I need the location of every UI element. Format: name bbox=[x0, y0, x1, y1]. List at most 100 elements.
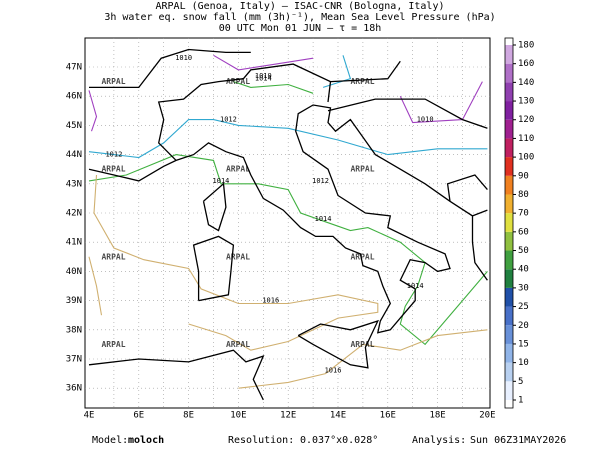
colorbar: 1510152025304050607080901001101201301401… bbox=[504, 37, 534, 409]
y-tick-label: 39N bbox=[66, 296, 82, 306]
coastline bbox=[192, 235, 235, 302]
footer-label: Model: bbox=[92, 435, 128, 446]
y-tick-label: 36N bbox=[66, 384, 82, 394]
coastline bbox=[297, 319, 380, 369]
x-tick-label: 16E bbox=[380, 411, 396, 421]
colorbar-swatch bbox=[505, 269, 513, 288]
colorbar-label: 70 bbox=[518, 209, 529, 219]
y-tick-label: 43N bbox=[66, 179, 82, 189]
watermark: ARPAL bbox=[350, 165, 374, 174]
colorbar-label: 120 bbox=[518, 115, 534, 125]
colorbar-swatch bbox=[505, 63, 513, 83]
colorbar-swatch bbox=[505, 325, 513, 344]
coastline bbox=[202, 182, 227, 232]
isobar-label: 1010 bbox=[175, 54, 192, 62]
colorbar-label: 40 bbox=[518, 265, 529, 275]
coastline bbox=[472, 209, 488, 217]
colorbar-swatch bbox=[505, 213, 513, 232]
isobar bbox=[238, 329, 488, 389]
isobar bbox=[88, 90, 98, 132]
isobar-label: 1012 bbox=[312, 177, 329, 185]
colorbar-swatch bbox=[505, 306, 513, 326]
colorbar-swatch bbox=[505, 287, 513, 307]
colorbar-swatch bbox=[505, 101, 513, 120]
y-tick-label: 37N bbox=[66, 355, 82, 365]
colorbar-swatch bbox=[505, 157, 513, 176]
colorbar-label: 140 bbox=[518, 78, 534, 88]
watermark: ARPAL bbox=[226, 165, 250, 174]
x-tick-label: 18E bbox=[429, 411, 445, 421]
coastline bbox=[446, 174, 488, 202]
colorbar-label: 25 bbox=[518, 302, 529, 312]
isobar-label: 1016 bbox=[325, 367, 342, 375]
isobar-label: 1012 bbox=[105, 151, 122, 159]
coastline bbox=[88, 104, 488, 334]
colorbar-label: 100 bbox=[518, 153, 534, 163]
colorbar-swatch bbox=[505, 138, 513, 158]
coastline bbox=[157, 63, 332, 161]
x-tick-label: 12E bbox=[280, 411, 296, 421]
isobar bbox=[88, 154, 488, 346]
colorbar-label: 90 bbox=[518, 171, 529, 181]
x-tick-label: 10E bbox=[230, 411, 246, 421]
x-tick-label: 8E bbox=[183, 411, 194, 421]
colorbar-label: 20 bbox=[518, 321, 529, 331]
isobar bbox=[213, 54, 314, 71]
isobar-label: 1014 bbox=[315, 215, 332, 223]
colorbar-frame bbox=[504, 37, 514, 409]
coastline bbox=[327, 98, 488, 129]
coastline bbox=[89, 48, 251, 89]
colorbar-swatch bbox=[505, 362, 513, 382]
footer-value: Sun 06Z31MAY2026 bbox=[470, 435, 566, 446]
footer-value: 0.037°x0.028° bbox=[300, 435, 378, 446]
isobar bbox=[233, 81, 314, 94]
y-tick-label: 45N bbox=[66, 121, 82, 131]
isobar-label: 1014 bbox=[407, 282, 424, 290]
colorbar-swatch bbox=[505, 381, 513, 400]
isobar bbox=[93, 174, 379, 351]
footer-label: Analysis: bbox=[412, 435, 466, 446]
isobar-label: 1012 bbox=[220, 116, 237, 124]
colorbar-swatch bbox=[505, 343, 513, 363]
isobar-label: 1010 bbox=[417, 116, 434, 124]
y-tick-label: 46N bbox=[66, 92, 82, 102]
footer-label: Resolution: bbox=[228, 435, 294, 446]
colorbar-label: 15 bbox=[518, 339, 529, 349]
y-tick-label: 42N bbox=[66, 209, 82, 219]
colorbar-swatch bbox=[505, 250, 513, 270]
isobar bbox=[322, 55, 352, 88]
colorbar-label: 30 bbox=[518, 283, 529, 293]
isobar-label: 1016 bbox=[262, 297, 279, 305]
watermark: ARPAL bbox=[350, 340, 374, 349]
colorbar-label: 130 bbox=[518, 97, 534, 107]
isobar bbox=[399, 81, 483, 124]
x-tick-label: 6E bbox=[133, 411, 144, 421]
colorbar-label: 160 bbox=[518, 59, 534, 69]
watermark: ARPAL bbox=[101, 77, 125, 86]
colorbar-label: 10 bbox=[518, 358, 529, 368]
colorbar-swatch bbox=[505, 45, 513, 64]
coastline bbox=[330, 60, 401, 83]
isobar bbox=[88, 119, 488, 159]
isobar-label: 1014 bbox=[213, 177, 230, 185]
footer-value: moloch bbox=[128, 435, 164, 446]
colorbar-label: 1 bbox=[518, 396, 523, 406]
isobar-label: 1010 bbox=[255, 72, 272, 80]
colorbar-swatch bbox=[505, 231, 513, 251]
y-tick-label: 44N bbox=[66, 150, 82, 160]
colorbar-swatch bbox=[505, 194, 513, 214]
y-tick-label: 41N bbox=[66, 238, 82, 248]
watermark: ARPAL bbox=[226, 77, 250, 86]
y-tick-label: 47N bbox=[66, 63, 82, 73]
watermark: ARPAL bbox=[226, 252, 250, 261]
colorbar-label: 5 bbox=[518, 377, 523, 387]
colorbar-label: 60 bbox=[518, 227, 529, 237]
header-line: ARPAL (Genoa, Italy) — ISAC-CNR (Bologna… bbox=[156, 1, 445, 12]
map: 1010 1010 1010 1012 1012 1012 1014 1014 1014 1014… bbox=[85, 38, 490, 408]
watermark: ARPAL bbox=[101, 340, 125, 349]
watermark: ARPAL bbox=[101, 252, 125, 261]
coastline bbox=[88, 349, 265, 401]
y-tick-label: 40N bbox=[66, 267, 82, 277]
x-tick-label: 20E bbox=[479, 411, 495, 421]
